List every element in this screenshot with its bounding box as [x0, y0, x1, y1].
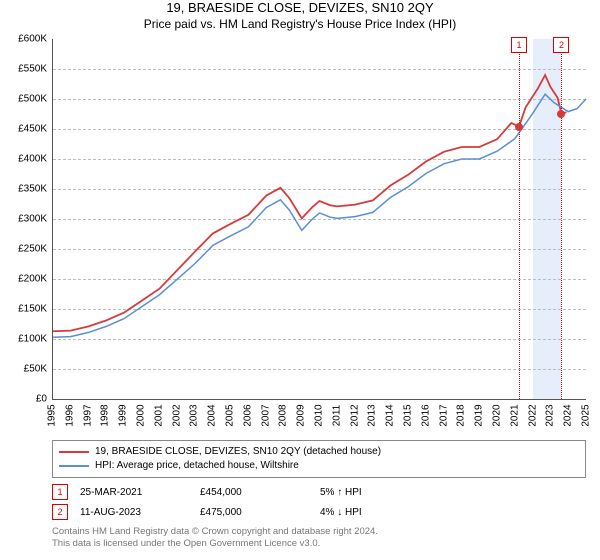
x-axis-ticks: 1995199619971998199920002001200220032004…: [52, 400, 586, 440]
marker-row: 1 25-MAR-2021 £454,000 5% ↑ HPI: [52, 484, 586, 500]
marker-delta: 4% ↓ HPI: [320, 507, 440, 518]
chart-plot-area: £0£50K£100K£150K£200K£250K£300K£350K£400…: [52, 39, 586, 400]
marker-price: £475,000: [200, 507, 320, 518]
chart-title: 19, BRAESIDE CLOSE, DEVIZES, SN10 2QY: [0, 0, 600, 15]
marker-price: £454,000: [200, 487, 320, 498]
marker-date: 11-AUG-2023: [80, 507, 200, 518]
legend-row: 19, BRAESIDE CLOSE, DEVIZES, SN10 2QY (d…: [59, 445, 579, 459]
marker-delta: 5% ↑ HPI: [320, 487, 440, 498]
marker-badge: 1: [52, 484, 68, 500]
marker-row: 2 11-AUG-2023 £475,000 4% ↓ HPI: [52, 504, 586, 520]
legend-label: 19, BRAESIDE CLOSE, DEVIZES, SN10 2QY (d…: [95, 445, 381, 459]
marker-table: 1 25-MAR-2021 £454,000 5% ↑ HPI 2 11-AUG…: [52, 484, 586, 520]
marker-badge: 2: [52, 504, 68, 520]
footer-attribution: Contains HM Land Registry data © Crown c…: [52, 526, 586, 550]
arrow-down-icon: ↓: [337, 507, 342, 518]
legend-swatch: [59, 465, 89, 467]
chart-subtitle: Price paid vs. HM Land Registry's House …: [0, 17, 600, 31]
legend: 19, BRAESIDE CLOSE, DEVIZES, SN10 2QY (d…: [52, 440, 586, 478]
legend-row: HPI: Average price, detached house, Wilt…: [59, 459, 579, 473]
legend-swatch: [59, 451, 89, 453]
marker-date: 25-MAR-2021: [80, 487, 200, 498]
legend-label: HPI: Average price, detached house, Wilt…: [95, 459, 299, 473]
arrow-up-icon: ↑: [337, 487, 342, 498]
